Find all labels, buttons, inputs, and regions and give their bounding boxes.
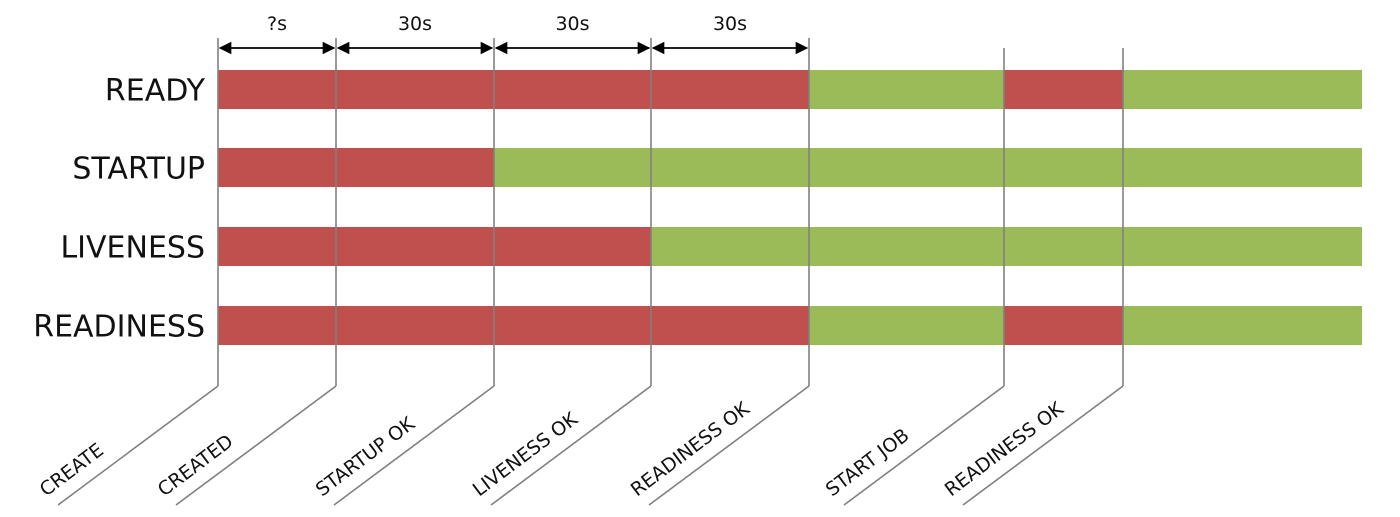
bar-startup-ok-1 [494, 148, 1362, 187]
marker-leg-create [57, 385, 219, 506]
event-label-readiness-ok: READINESS OK [627, 398, 754, 501]
duration-arrows: ?s 30s 30s 30s [218, 13, 809, 55]
bar-liveness-fail-0 [218, 227, 651, 266]
duration-label-0: ?s [267, 13, 287, 35]
marker-leg-liveness-ok [490, 385, 652, 506]
marker-leg-readiness-ok [648, 385, 810, 506]
marker-leg-created [175, 385, 337, 506]
bar-ready-ok-1 [809, 70, 1004, 109]
row-label-readiness: READINESS [33, 310, 205, 345]
row-label-startup: STARTUP [72, 152, 205, 187]
bar-ready-fail-2 [1004, 70, 1123, 109]
bar-liveness-ok-1 [651, 227, 1362, 266]
bar-readiness-ok-1 [809, 306, 1004, 345]
bar-readiness-fail-0 [218, 306, 809, 345]
marker-leg-readiness-ok-2 [962, 385, 1124, 506]
duration-label-3: 30s [713, 13, 747, 35]
bar-ready-fail-0 [218, 70, 809, 109]
event-label-startup-ok: STARTUP OK [312, 412, 419, 501]
marker-leg-startup-ok [333, 385, 495, 506]
event-label-liveness-ok: LIVENESS OK [469, 408, 582, 501]
event-markers [57, 38, 1124, 506]
row-label-ready: READY [105, 74, 206, 109]
state-bars [218, 70, 1362, 345]
event-label-readiness-ok-2: READINESS OK [941, 398, 1068, 501]
duration-label-1: 30s [398, 13, 432, 35]
bar-ready-ok-3 [1123, 70, 1362, 109]
marker-leg-start-job [843, 385, 1005, 506]
event-label-create: CREATE [36, 439, 108, 501]
bar-readiness-fail-2 [1004, 306, 1123, 345]
bar-readiness-ok-3 [1123, 306, 1362, 345]
row-labels: READY STARTUP LIVENESS READINESS [33, 74, 205, 345]
bar-startup-fail-0 [218, 148, 494, 187]
duration-label-2: 30s [555, 13, 589, 35]
row-label-liveness: LIVENESS [60, 231, 205, 266]
event-labels: CREATE CREATED STARTUP OK LIVENESS OK READIN… [36, 398, 1068, 501]
